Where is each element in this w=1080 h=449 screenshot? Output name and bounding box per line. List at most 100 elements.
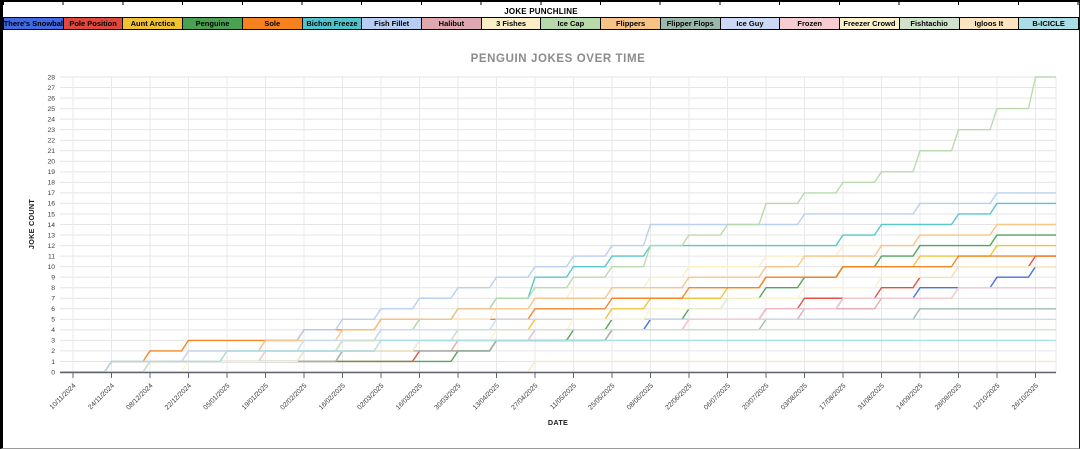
x-tick-label: 27/04/2025 <box>510 382 539 411</box>
joke-punchline-header-label: JOKE PUNCHLINE <box>504 6 578 16</box>
legend-item-label: Penguine <box>195 19 230 28</box>
x-tick-label: 20/07/2025 <box>741 382 770 411</box>
series-line-igloos-it <box>60 360 1056 373</box>
chart-canvas: PENGUIN JOKES OVER TIME01234567891011121… <box>27 53 1057 427</box>
x-tick-label: 11/05/2025 <box>549 382 578 411</box>
x-tick-label: 28/09/2025 <box>934 382 963 411</box>
legend-item-label: There's Snowbal <box>3 19 64 28</box>
y-tick-label: 5 <box>51 317 55 324</box>
y-tick-label: 9 <box>51 274 55 281</box>
y-tick-label: 7 <box>51 296 55 303</box>
legend-item-label: Fish Fillet <box>374 19 410 28</box>
y-tick-label: 14 <box>47 222 55 229</box>
legend-item-ice-cap[interactable]: Ice Cap <box>541 17 602 30</box>
legend-item-3-fishes[interactable]: 3 Fishes <box>481 17 542 30</box>
x-tick-label: 16/03/2025 <box>395 382 424 411</box>
y-tick-label: 21 <box>47 148 55 155</box>
legend-item-igloos-it[interactable]: Igloos It <box>959 17 1020 30</box>
y-tick-label: 25 <box>47 106 55 113</box>
legend-item-label: Fishtachio <box>910 19 948 28</box>
legend-item-label: B-ICICLE <box>1032 19 1065 28</box>
legend-item-frozen[interactable]: Frozen <box>780 17 841 30</box>
legend-item-label: Bichon Freeze <box>306 19 358 28</box>
legend-item-aunt-arctica[interactable]: Aunt Arctica <box>123 17 184 30</box>
penguin-jokes-chart[interactable]: PENGUIN JOKES OVER TIME 0 1 2 3 4 5 6 7 8 9 10 11 12 1… <box>3 32 1079 448</box>
y-tick-label: 28 <box>47 74 55 81</box>
legend-item-label: 3 Fishes <box>496 19 527 28</box>
x-tick-label: 26/10/2025 <box>1011 382 1040 411</box>
x-tick-label: 30/03/2025 <box>433 382 462 411</box>
legend-item-label: Halibut <box>438 19 465 28</box>
x-tick-label: 12/10/2025 <box>972 382 1001 411</box>
series-line-b-icicle <box>60 339 1056 373</box>
y-tick-label: 10 <box>47 264 55 271</box>
x-tick-label: 03/08/2025 <box>780 382 809 411</box>
legend-item-penguine[interactable]: Penguine <box>183 17 243 30</box>
x-tick-label: 02/02/2025 <box>279 382 308 411</box>
x-tick-label: 24/11/2024 <box>87 382 116 411</box>
legend-item-flippers[interactable]: Flippers <box>601 17 661 30</box>
y-tick-label: 6 <box>51 306 55 313</box>
x-tick-label: 13/04/2025 <box>472 382 501 411</box>
series-line-fish-fillet <box>60 192 1056 373</box>
y-tick-label: 19 <box>47 169 55 176</box>
legend-item-label: Ice Cap <box>557 19 585 28</box>
y-tick-label: 3 <box>51 338 55 345</box>
y-tick-label: 20 <box>47 159 55 166</box>
legend-item-label: Pole Position <box>69 19 117 28</box>
series-line-pole-position <box>60 255 1056 373</box>
x-tick-label: 06/07/2025 <box>703 382 732 411</box>
legend-item-label: Freezer Crowd <box>843 19 896 28</box>
legend-item-flipper-flops[interactable]: Flipper Flops <box>660 17 721 30</box>
y-tick-label: 23 <box>47 127 55 134</box>
y-tick-label: 18 <box>47 180 55 187</box>
x-tick-label: 19/01/2025 <box>241 382 270 411</box>
legend-item-b-icicle[interactable]: B-ICICLE <box>1019 17 1079 30</box>
legend-item-label: Sole <box>264 19 281 28</box>
chart-title: PENGUIN JOKES OVER TIME <box>471 53 646 65</box>
y-tick-label: 13 <box>47 232 55 239</box>
y-tick-label: 4 <box>51 327 55 334</box>
y-tick-label: 0 <box>51 369 55 376</box>
y-tick-label: 16 <box>47 201 55 208</box>
x-tick-label: 22/12/2024 <box>164 382 193 411</box>
x-tick-label: 08/06/2025 <box>626 382 655 411</box>
legend-item-fishtachio[interactable]: Fishtachio <box>899 17 960 30</box>
x-tick-label: 14/09/2025 <box>895 382 924 411</box>
legend-item-freezer-crowd[interactable]: Freezer Crowd <box>840 17 900 30</box>
legend-item-bichon-freeze[interactable]: Bichon Freeze <box>302 17 363 30</box>
y-tick-label: 11 <box>48 253 55 260</box>
legend-item-label: Frozen <box>797 19 822 28</box>
y-tick-label: 22 <box>47 138 55 145</box>
x-tick-label: 22/06/2025 <box>664 382 693 411</box>
x-tick-label: 10/11/2024 <box>49 382 78 411</box>
y-axis-label: JOKE COUNT <box>27 199 36 249</box>
y-tick-label: 17 <box>47 190 55 197</box>
legend-item-label: Igloos It <box>974 19 1004 28</box>
x-axis-label: DATE <box>548 418 568 427</box>
legend-item-there-s-snowbal[interactable]: There's Snowbal <box>3 17 64 30</box>
legend-item-label: Ice Guy <box>736 19 764 28</box>
legend-item-fish-fillet[interactable]: Fish Fillet <box>362 17 423 30</box>
legend-item-pole-position[interactable]: Pole Position <box>63 17 124 30</box>
y-tick-label: 27 <box>47 85 55 92</box>
series-line-freezer-crowd <box>60 265 1056 373</box>
series-line-sole <box>60 255 1056 373</box>
y-tick-label: 12 <box>47 243 55 250</box>
legend-item-halibut[interactable]: Halibut <box>422 17 482 30</box>
joke-punchline-header-cell[interactable]: JOKE PUNCHLINE <box>3 5 1079 17</box>
legend-item-label: Aunt Arctica <box>130 19 175 28</box>
series-line-ice-guy <box>60 318 1056 373</box>
column-divider-ticks <box>3 2 1079 5</box>
x-tick-label: 25/05/2025 <box>587 382 616 411</box>
y-tick-label: 24 <box>47 116 55 123</box>
legend-item-ice-guy[interactable]: Ice Guy <box>720 17 781 30</box>
legend-item-label: Flippers <box>615 19 646 28</box>
y-tick-label: 8 <box>51 285 55 292</box>
x-tick-label: 31/08/2025 <box>857 382 886 411</box>
x-tick-label: 16/02/2025 <box>318 382 347 411</box>
legend-item-label: Flipper Flops <box>666 19 714 28</box>
x-tick-label: 17/08/2025 <box>818 382 847 411</box>
legend-item-sole[interactable]: Sole <box>242 17 303 30</box>
